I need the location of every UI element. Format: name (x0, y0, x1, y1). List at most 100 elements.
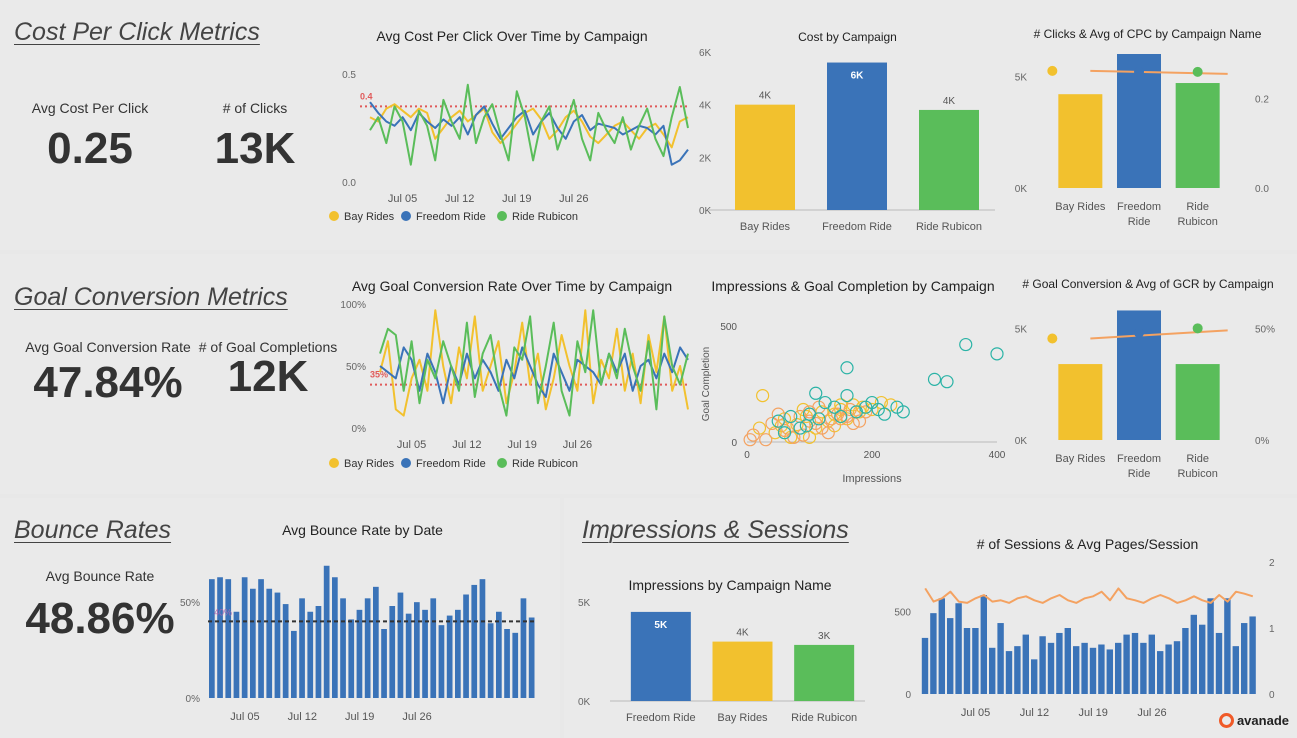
x-tick-label: 0 (744, 450, 750, 461)
avg-point (1192, 66, 1203, 77)
x-axis-title: Impressions (842, 473, 902, 485)
y-tick-label: 0.0 (342, 178, 356, 189)
bounce-bar (471, 584, 478, 698)
y-tick-label: 0.5 (342, 70, 356, 81)
bounce-bar (250, 588, 256, 698)
bounce-bar (373, 586, 379, 698)
scatter-point (834, 409, 848, 424)
legend-label: Freedom Ride (416, 458, 486, 470)
y-tick-label: 6K (699, 48, 712, 59)
sessions-bar (1039, 636, 1046, 694)
bounce-bar (381, 629, 387, 698)
bounce-bar (414, 602, 420, 698)
legend-marker (497, 211, 507, 221)
category-label: Freedom Ride (626, 712, 696, 724)
avg-bounce-label: Avg Bounce Rate (45, 568, 155, 584)
bar-ride-rubicon (919, 109, 979, 210)
sessions-bar (1131, 632, 1139, 694)
bounce-bar (348, 619, 355, 698)
bounce-bar (209, 579, 215, 698)
y-tick-label-right: 0.0 (1255, 184, 1269, 195)
goal-completions-value: 12K (227, 352, 309, 401)
bar-ride-rubicon (1175, 364, 1220, 440)
data-label: 4K (736, 628, 749, 639)
sessions-bar (1064, 628, 1071, 694)
cpc-line-chart: 0.0 0.5 Jul 05 Jul 12 Jul 19 Jul 26 0.4 Bay Rid… (329, 70, 689, 223)
sessions-bar (1165, 644, 1172, 694)
bounce-rate-chart: 0% 50% Jul 05 Jul 12 Jul 19 Jul 26 40% (180, 565, 536, 723)
bounce-bar (274, 592, 281, 698)
y-tick-label: 0% (186, 694, 201, 705)
scatter-point (771, 407, 785, 421)
bounce-bar (528, 617, 535, 698)
avg-cpc-label: Avg Cost Per Click (31, 100, 149, 116)
y-tick-label: 0 (731, 438, 737, 449)
bounce-bar (397, 592, 404, 698)
bar-freedom-ride (827, 62, 887, 211)
sessions-bar (997, 623, 1004, 694)
sessions-bar (1047, 642, 1055, 694)
sessions-bar (1148, 634, 1155, 694)
bounce-bar (323, 565, 330, 698)
reference-label: 35% (370, 370, 388, 380)
scatter-point (896, 405, 910, 419)
series-line-bay-rides (369, 103, 689, 149)
y-tick-label: 100% (340, 300, 366, 311)
sessions-bar (963, 628, 971, 694)
bounce-section-title: Bounce Rates (14, 516, 172, 544)
avg-point (1134, 327, 1144, 338)
bounce-bar (364, 598, 371, 698)
avg-point (1047, 333, 1058, 344)
sessions-bar (1031, 659, 1038, 694)
sessions-bar (1014, 646, 1021, 694)
avg-point (1134, 66, 1144, 77)
sessions-bar (980, 595, 987, 694)
category-label: Ride (1186, 453, 1209, 465)
category-label: Freedom (1117, 201, 1161, 213)
y-tick-label-left: 0K (1015, 436, 1028, 447)
x-tick-label: Jul 26 (563, 439, 592, 451)
bounce-bar (446, 615, 453, 698)
x-tick-label: Jul 19 (507, 439, 536, 451)
sessions-bar (989, 647, 996, 694)
x-tick-label: Jul 26 (402, 711, 431, 723)
x-tick-label: 200 (864, 450, 881, 461)
reference-label: 0.4 (360, 91, 373, 101)
gcr-line-chart: 0% 50% 100% Jul 05 Jul 12 Jul 19 Jul 26 35% Bay … (329, 300, 689, 470)
scatter-point (840, 361, 854, 375)
clicks-value: 13K (214, 124, 296, 173)
legend-label: Bay Rides (344, 211, 395, 223)
avg-point (1192, 323, 1203, 334)
y-tick-label: 4K (699, 101, 712, 112)
y-tick-label-left: 5K (1015, 324, 1028, 335)
data-label: 6K (851, 71, 865, 82)
scatter-point (852, 414, 867, 428)
y-tick-label-right: 50% (1255, 324, 1275, 335)
x-tick-label: Jul 19 (345, 711, 374, 723)
legend-label: Ride Rubicon (512, 211, 578, 223)
bounce-bar (430, 598, 437, 698)
y-tick-label-right: 0 (1269, 690, 1275, 701)
scatter-point (859, 405, 873, 419)
sessions-pages-combo-chart: 0 500 0 1 2 Jul 05 Jul 12 Jul 19 Jul 26 (894, 558, 1275, 719)
sessions-bar (1106, 649, 1113, 694)
sessions-bar (1005, 651, 1013, 694)
avg-gcr-value: 47.84% (33, 358, 183, 407)
avanade-logo-icon (1218, 713, 1234, 728)
cost-by-campaign-chart: 0K 2K 4K 6K 4K Bay Rides 6K Freedom Ride 4K Ride … (699, 48, 995, 233)
goal-gcr-title: # Goal Conversion & Avg of GCR by Campai… (1022, 277, 1274, 291)
bounce-bar (405, 613, 412, 698)
category-label: Bay Rides (740, 221, 791, 233)
brand-name: avanade (1236, 713, 1289, 728)
category-label: Ride (1186, 201, 1209, 213)
category-label: Freedom Ride (822, 221, 892, 233)
bar-bay-rides (735, 104, 795, 210)
bounce-bar (340, 598, 346, 698)
legend-marker (497, 458, 507, 468)
y-tick-label: 0K (699, 206, 712, 217)
sessions-bar (1173, 641, 1181, 694)
sessions-bar (955, 603, 962, 694)
scatter-point (777, 426, 792, 440)
series-line-ride-rubicon (379, 309, 689, 417)
sessions-bar (1199, 624, 1206, 694)
